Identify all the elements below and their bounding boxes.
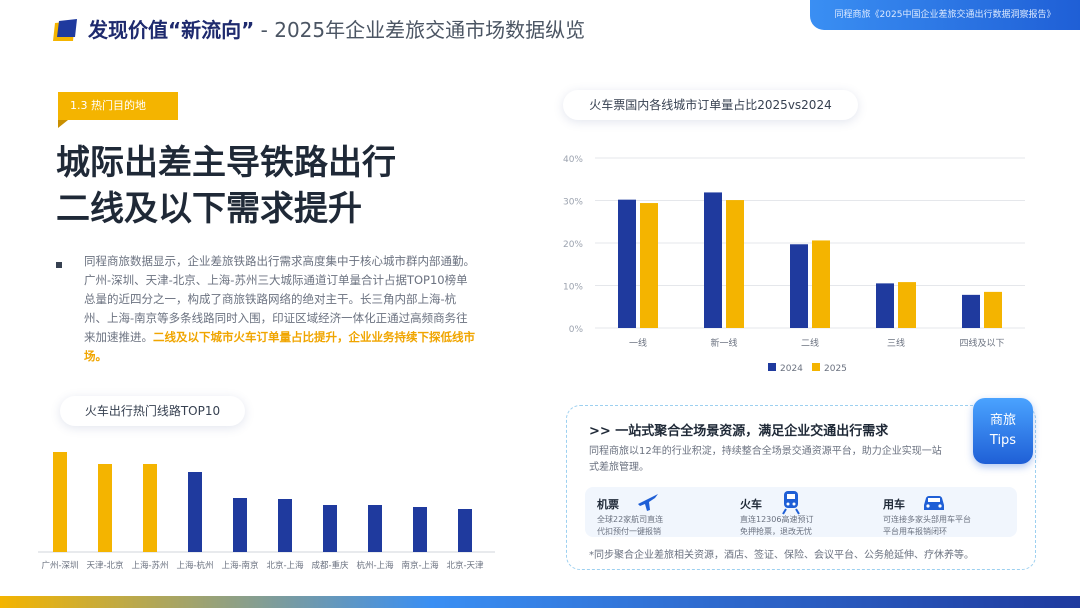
y-tick-label: 30% [563, 198, 583, 208]
route-tick-label: 南京-上海 [401, 560, 439, 571]
bar-2025 [640, 203, 658, 328]
body-paragraph: 同程商旅数据显示，企业差旅铁路出行需求高度集中于核心城市群内部通勤。广州-深圳、… [84, 252, 479, 366]
transport-modes: 机票 全球22家航司直连 代扣预付一键报销 火车 直连12306高速预订 免押抢… [585, 487, 1017, 537]
tips-badge: 商旅 Tips [973, 398, 1033, 464]
mode-car: 用车 可连接多家头部用车平台 平台用车报销闭环 [883, 493, 971, 538]
mode-train-item-2: 免押抢票，退改无忧 [740, 527, 812, 536]
tips-heading: >> 一站式聚合全场景资源，满足企业交通出行需求 [589, 424, 889, 439]
mode-flight-item-2: 代扣预付一键报销 [597, 527, 661, 536]
route-tick-label: 上海-南京 [221, 560, 258, 571]
route-bar [323, 505, 337, 552]
route-tick-label: 上海-杭州 [176, 560, 213, 571]
headline-line-2: 二线及以下需求提升 [56, 189, 362, 229]
headline-line-1: 城际出差主导铁路出行 [56, 143, 396, 183]
legend-label-2025: 2025 [824, 364, 847, 374]
mode-train-item-1: 直连12306高速预订 [740, 515, 814, 524]
mode-train-label: 火车 [740, 498, 762, 511]
bar-2024 [876, 283, 894, 328]
route-tick-label: 杭州-上海 [356, 560, 394, 571]
tips-description: 同程商旅以12年的行业积淀，持续整合全场景交通资源平台，助力企业实现一站式差旅管… [589, 446, 942, 473]
bottom-gradient-bar [0, 596, 1080, 608]
y-tick-label: 10% [563, 283, 583, 293]
route-bar [278, 499, 292, 552]
route-bar [188, 472, 202, 552]
mode-car-label: 用车 [883, 498, 905, 511]
bar-2025 [984, 291, 1002, 328]
legend-label-2024: 2024 [780, 364, 803, 374]
y-tick-label: 40% [563, 155, 583, 165]
bar-2025 [898, 282, 916, 328]
headline: 城际出差主导铁路出行 二线及以下需求提升 [56, 140, 396, 232]
route-tick-label: 广州-深圳 [41, 560, 78, 571]
mode-flight-item-1: 全球22家航司直连 [597, 515, 664, 524]
bar-2024 [618, 199, 636, 328]
route-bar [413, 507, 427, 552]
bar-2025 [812, 240, 830, 328]
route-bar [368, 505, 382, 552]
y-tick-label: 0% [569, 325, 584, 335]
mode-train: 火车 直连12306高速预订 免押抢票，退改无忧 [740, 491, 814, 538]
route-bar [143, 464, 157, 552]
bar-2024 [962, 294, 980, 328]
brand-logo-icon [53, 19, 77, 41]
mode-car-item-1: 可连接多家头部用车平台 [883, 515, 971, 524]
mode-flight: 机票 全球22家航司直连 代扣预付一键报销 [597, 493, 663, 538]
train-icon [782, 491, 800, 515]
page-title-sep: - [254, 18, 275, 42]
page-title-main: 发现价值“新流向” [88, 18, 255, 42]
plane-icon [638, 494, 658, 511]
bar-2025 [726, 200, 744, 328]
body-highlight: 二线及以下城市火车订单量占比提升，企业业务持续下探低线市场。 [84, 330, 475, 363]
body-text: 同程商旅数据显示，企业差旅铁路出行需求高度集中于核心城市群内部通勤。广州-深圳、… [84, 254, 475, 344]
right-chart-title: 火车票国内各线城市订单量占比2025vs2024 [563, 90, 858, 120]
city-tier-share-chart: 40% 30% 20% 10% 0% 一线 新一线 二线 三线 四线及以下 2024 2025 [563, 155, 1025, 374]
page-title: 发现价值“新流向” - 2025年企业差旅交通市场数据纵览 [88, 14, 585, 43]
car-icon [924, 496, 944, 510]
section-tag: 1.3 热门目的地 [58, 92, 178, 128]
left-chart-title: 火车出行热门线路TOP10 [60, 396, 245, 426]
top10-routes-chart: 广州-深圳 天津-北京 上海-苏州 上海-杭州 上海-南京 北京-上海 成都-重庆 杭州-上海… [38, 452, 495, 571]
tips-badge-line-2: Tips [989, 433, 1017, 448]
legend-swatch-2024 [768, 363, 776, 371]
bullet-square-icon [56, 262, 62, 268]
route-bar [233, 498, 247, 552]
y-tick-label: 20% [563, 240, 583, 250]
mode-flight-label: 机票 [597, 498, 619, 511]
tips-badge-line-1: 商旅 [989, 413, 1016, 428]
page-title-sub: 2025年企业差旅交通市场数据纵览 [274, 18, 586, 42]
route-tick-label: 天津-北京 [86, 560, 123, 571]
x-tick-label: 新一线 [710, 337, 737, 349]
route-tick-label: 成都-重庆 [311, 560, 349, 571]
bar-2024 [790, 244, 808, 328]
x-tick-label: 四线及以下 [959, 337, 1004, 349]
route-bar [53, 452, 67, 552]
x-tick-label: 一线 [629, 337, 647, 349]
bar-2024 [704, 192, 722, 328]
x-tick-label: 三线 [887, 337, 905, 349]
route-tick-label: 上海-苏州 [131, 560, 168, 571]
mode-car-item-2: 平台用车报销闭环 [883, 527, 947, 536]
route-tick-label: 北京-天津 [446, 560, 484, 571]
route-tick-label: 北京-上海 [266, 560, 304, 571]
x-tick-label: 二线 [801, 337, 819, 349]
route-bar [98, 464, 112, 552]
report-source-tag: 同程商旅《2025中国企业差旅交通出行数据洞察报告》 [810, 0, 1080, 30]
tips-footnote: *同步聚合企业差旅相关资源，酒店、签证、保险、会议平台、公务舱延伸、疗休养等。 [589, 550, 974, 561]
legend-swatch-2025 [812, 363, 820, 371]
tips-box: >> 一站式聚合全场景资源，满足企业交通出行需求 同程商旅以12年的行业积淀，持… [566, 405, 1036, 570]
route-bar [458, 509, 472, 552]
